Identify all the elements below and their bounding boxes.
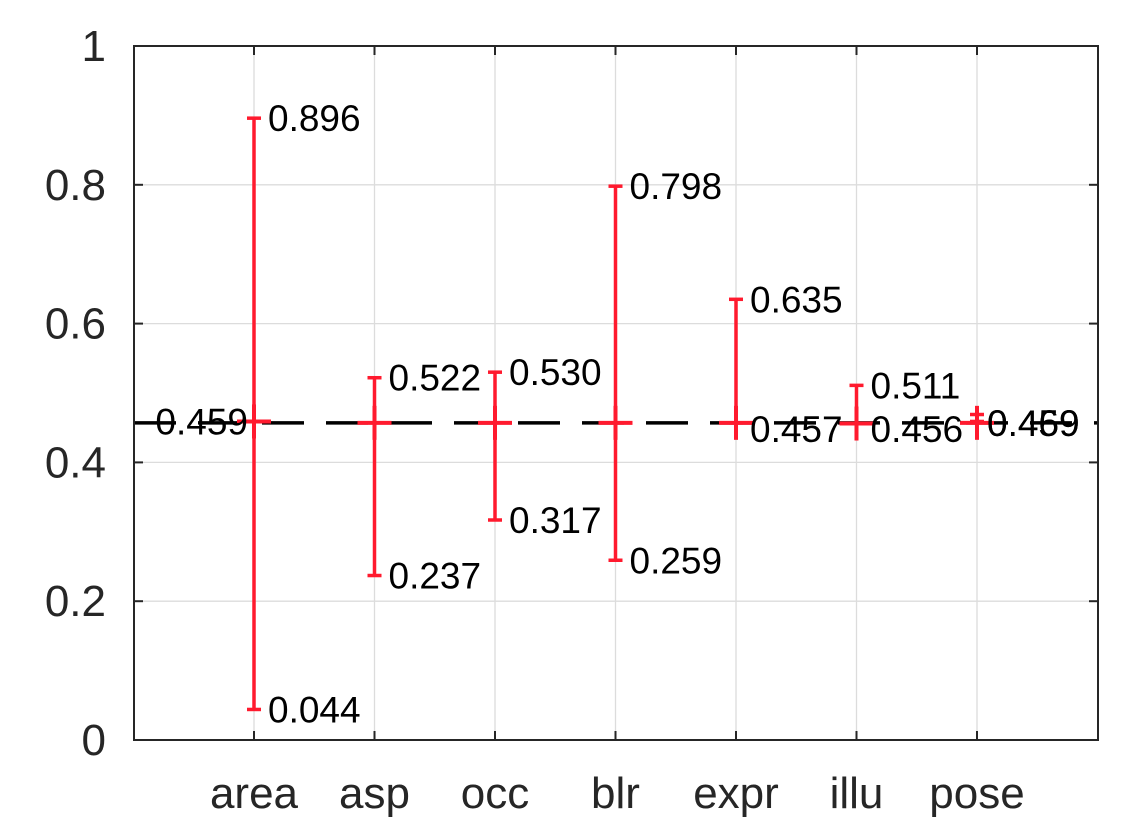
axes: 0 0.2 0.4 0.6 0.8 1 area asp occ blr expr illu pose	[45, 22, 1099, 818]
data-label: 0.459	[987, 403, 1080, 444]
data-label: 0.469	[987, 403, 1080, 444]
errorbar-illu	[839, 383, 874, 441]
y-tick-label: 0.2	[45, 577, 106, 626]
errorbar-occ	[478, 370, 512, 522]
y-tick-label: 0.8	[45, 161, 106, 210]
data-label: 0.530	[509, 352, 602, 393]
errorbars	[237, 116, 994, 712]
errorbar-blr	[598, 184, 633, 563]
data-label: 0.044	[268, 689, 361, 730]
y-tick-label: 0.6	[45, 300, 106, 349]
data-label: 0.456	[871, 409, 964, 450]
errorbar-expr	[719, 297, 753, 440]
x-tick-label-expr: expr	[693, 769, 779, 818]
x-tick-label-area: area	[210, 769, 299, 818]
y-tick-label: 1	[82, 22, 106, 71]
errorbar-area	[237, 116, 271, 712]
data-label: 0.896	[268, 98, 361, 139]
data-label: 0.522	[389, 358, 482, 399]
data-label: 0.511	[871, 365, 961, 406]
errorbar-pose	[960, 405, 994, 440]
x-tick-label-illu: illu	[830, 769, 884, 818]
data-label: 0.459	[155, 401, 248, 442]
data-labels: 0.896 0.459 0.044 0.522 0.237 0.530 0.317 0.798…	[155, 98, 1079, 730]
data-label: 0.798	[630, 166, 723, 207]
data-label: 0.237	[389, 556, 482, 597]
y-tick-label: 0.4	[45, 438, 106, 487]
x-tick-label-blr: blr	[591, 769, 640, 818]
y-tick-label: 0	[82, 716, 106, 765]
data-label: 0.259	[630, 540, 723, 581]
errorbar-asp	[357, 375, 392, 578]
data-label: 0.635	[750, 279, 843, 320]
x-tick-label-asp: asp	[339, 769, 410, 818]
x-tick-label-pose: pose	[929, 769, 1024, 818]
x-tick-label-occ: occ	[461, 769, 529, 818]
data-label: 0.317	[509, 500, 602, 541]
data-label: 0.457	[750, 409, 843, 450]
